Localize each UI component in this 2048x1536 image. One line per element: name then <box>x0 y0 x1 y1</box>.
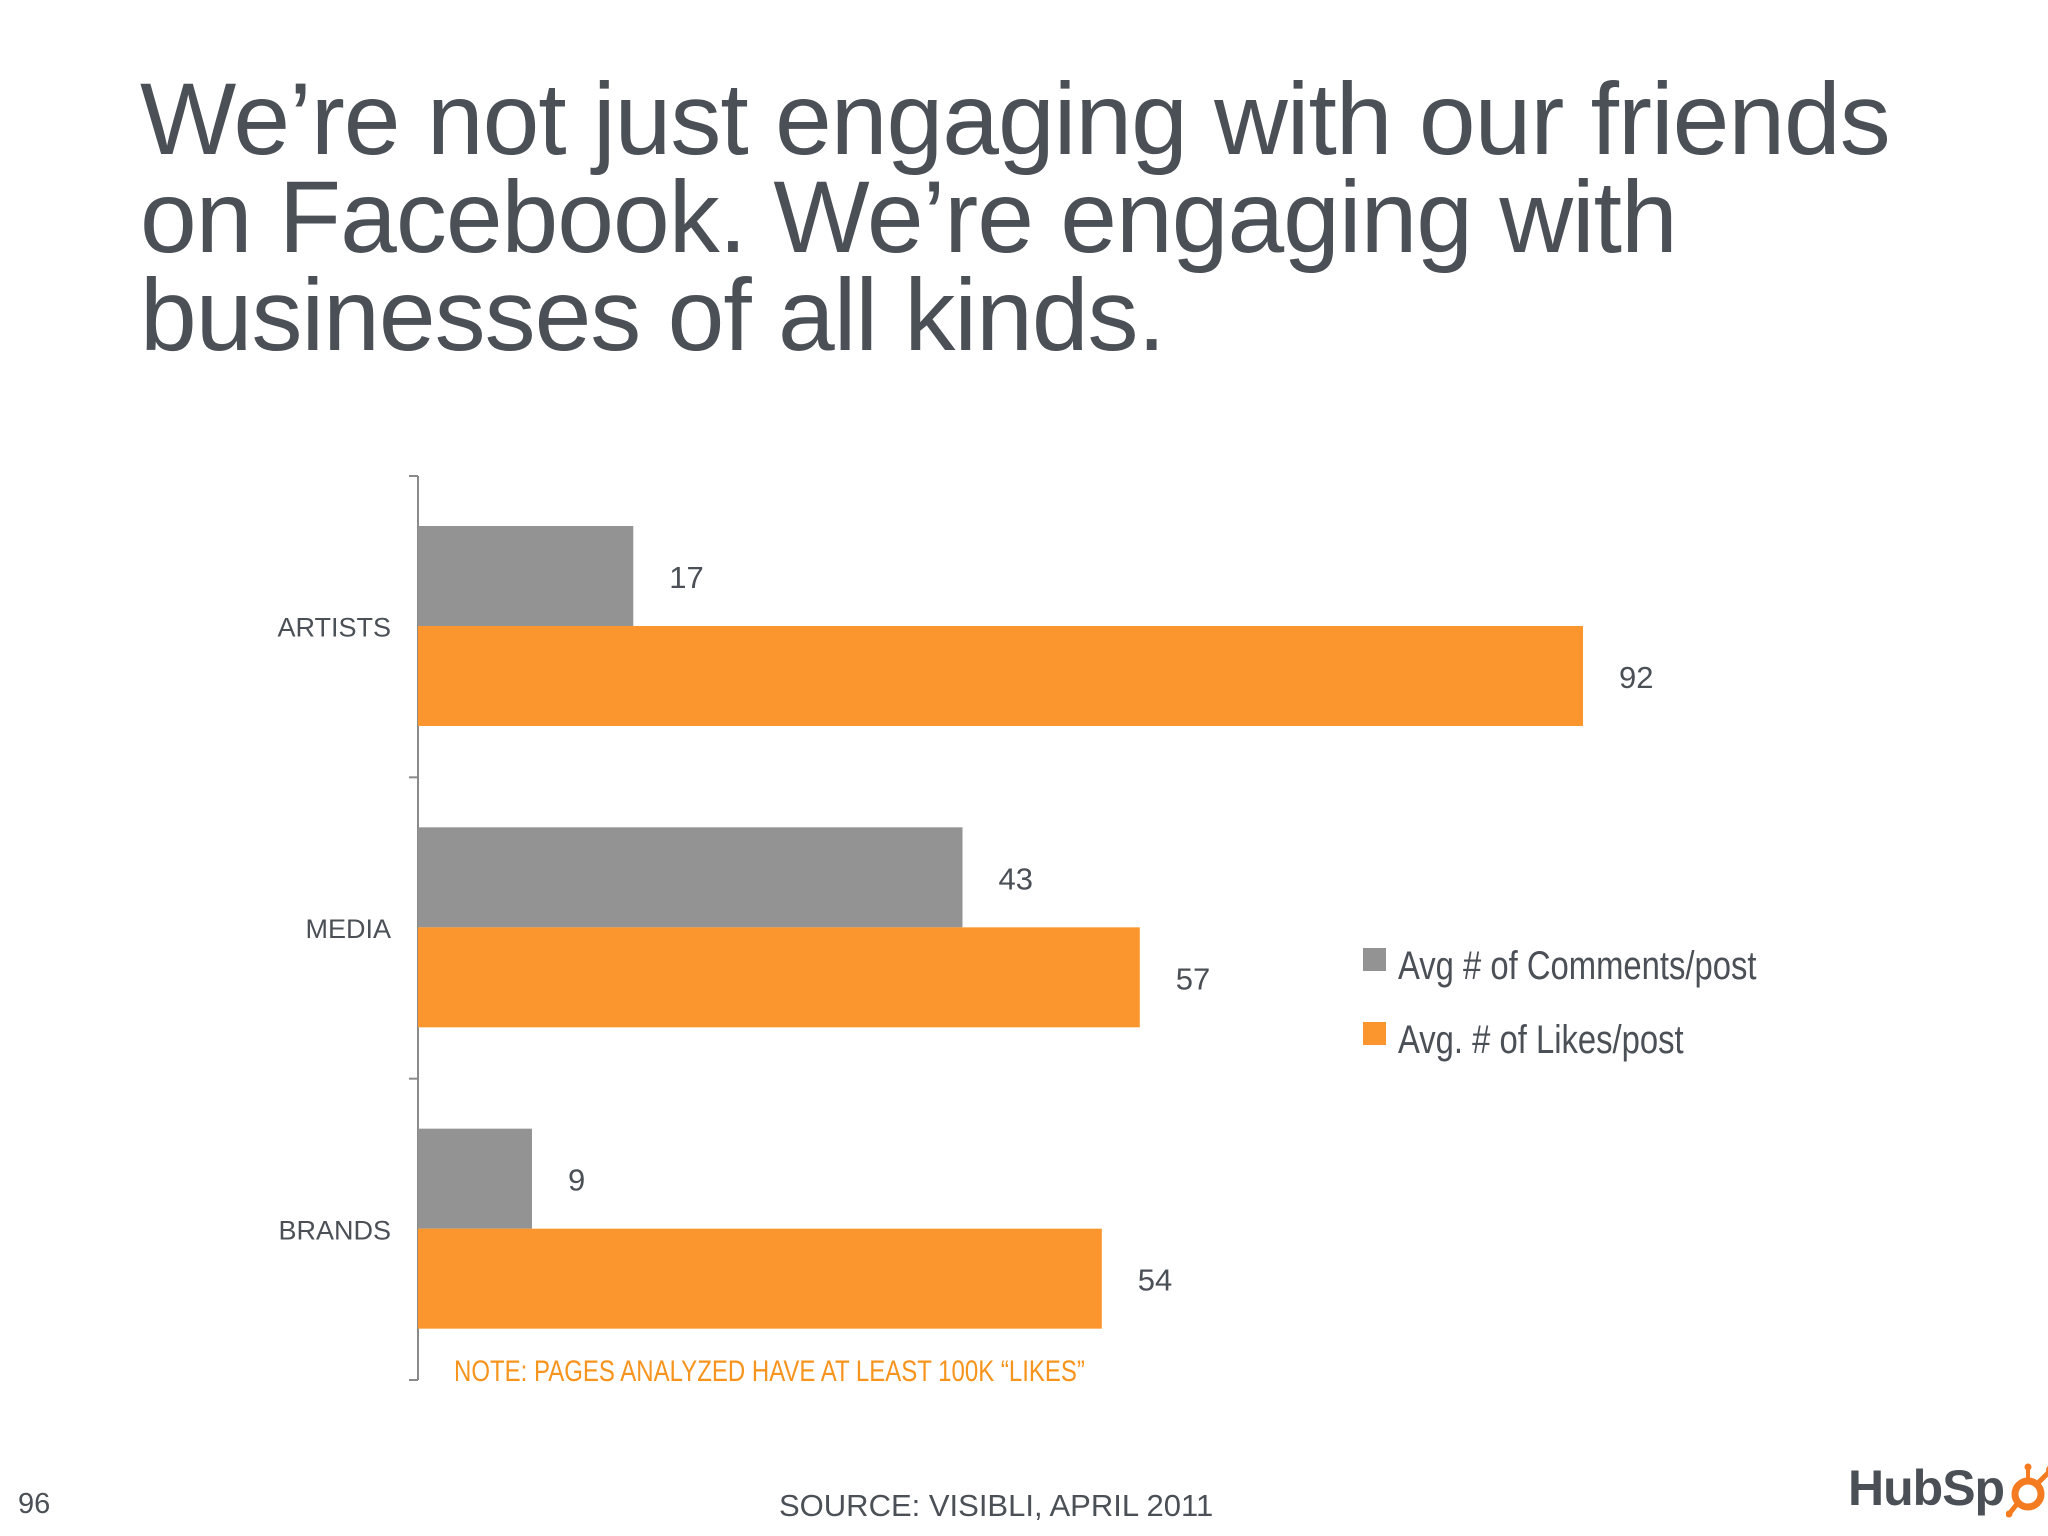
title-line-2: on Facebook. We’re engaging with <box>140 160 1678 274</box>
chart-legend: Avg # of Comments/post Avg. # of Likes/p… <box>1363 940 1835 1088</box>
data-label: 17 <box>669 560 703 595</box>
logo-text: HubSp <box>1848 1460 2005 1516</box>
data-label: 9 <box>568 1163 585 1198</box>
bar <box>418 626 1583 726</box>
data-label: 43 <box>999 861 1033 896</box>
title-line-1: We’re not just engaging with our friends <box>140 62 1891 176</box>
bar <box>418 526 634 626</box>
data-label: 57 <box>1176 961 1210 996</box>
data-label: 54 <box>1138 1263 1172 1298</box>
category-label: BRANDS <box>278 1215 391 1245</box>
legend-label-comments: Avg # of Comments/post <box>1398 944 1757 988</box>
title-line-3: businesses of all kinds. <box>140 258 1166 372</box>
slide-title: We’re not just engaging with our friends… <box>140 62 1940 372</box>
legend-item-comments: Avg # of Comments/post <box>1363 940 1835 1014</box>
source-citation: SOURCE: VISIBLI, APRIL 2011 <box>779 1488 1214 1523</box>
hubspot-logo: HubSp <box>1848 1458 2048 1518</box>
legend-item-likes: Avg. # of Likes/post <box>1363 1014 1835 1088</box>
bar <box>418 927 1140 1028</box>
legend-swatch-comments <box>1363 948 1386 971</box>
chart-note: NOTE: PAGES ANALYZED HAVE AT LEAST 100K … <box>454 1355 1085 1388</box>
bar <box>418 1128 532 1229</box>
bar <box>418 1228 1102 1329</box>
legend-label-likes: Avg. # of Likes/post <box>1398 1018 1684 1062</box>
slide-number: 96 <box>18 1488 51 1520</box>
data-label: 92 <box>1619 660 1653 695</box>
legend-swatch-likes <box>1363 1022 1386 1045</box>
category-label: MEDIA <box>305 914 391 944</box>
category-label: ARTISTS <box>277 613 391 643</box>
hubspot-sprocket-icon <box>2006 1463 2048 1518</box>
bar <box>418 827 963 928</box>
